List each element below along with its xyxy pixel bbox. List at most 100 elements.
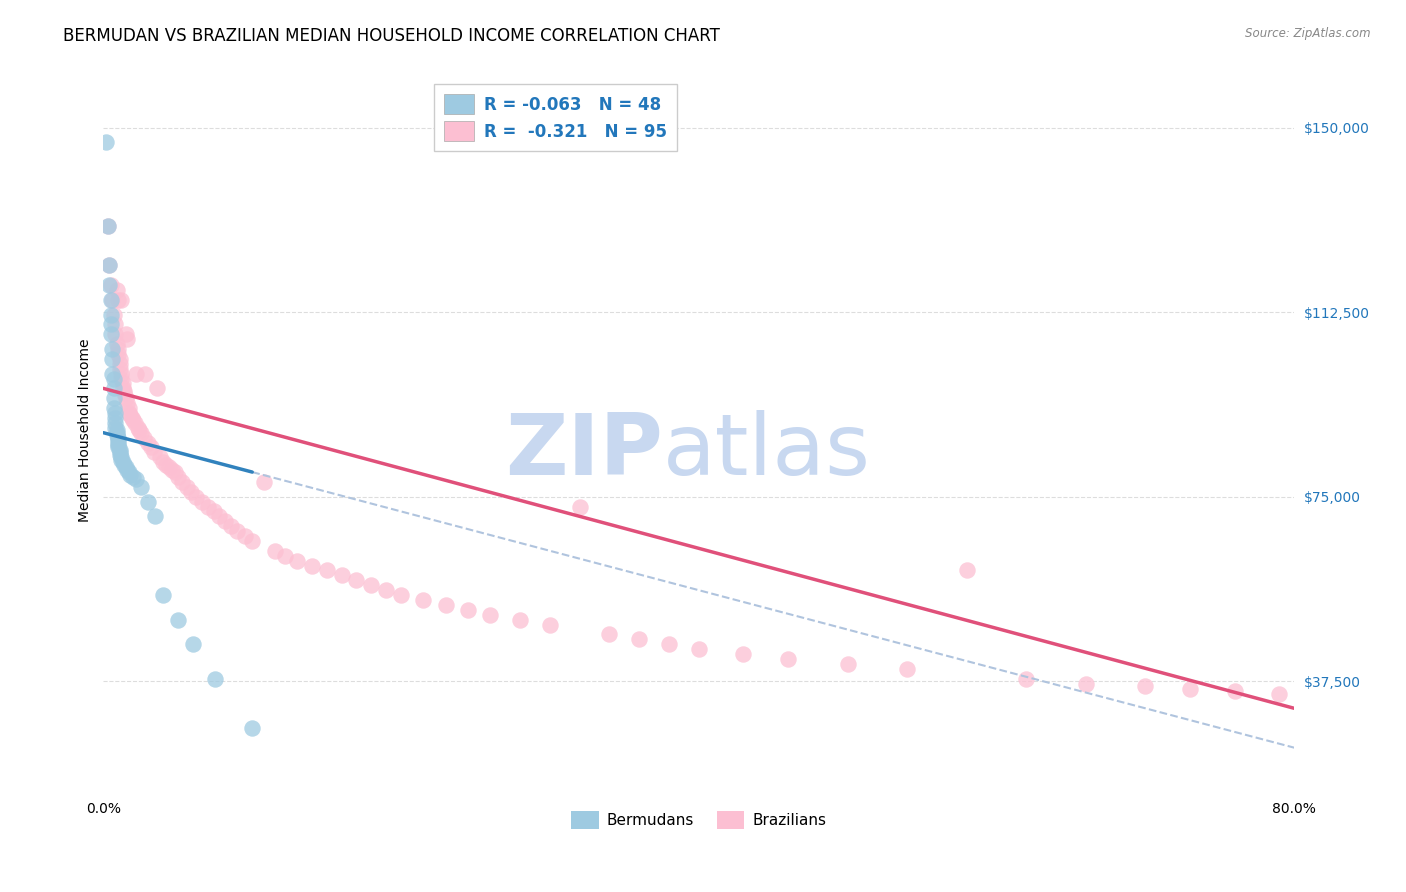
Point [97, 219, 120, 233]
Text: Source: ZipAtlas.com: Source: ZipAtlas.com [1246, 27, 1371, 40]
Point [101, 293, 124, 307]
Legend: Bermudans, Brazilians: Bermudans, Brazilians [565, 805, 832, 835]
Point [155, 458, 177, 472]
Point [101, 351, 124, 366]
Point [107, 435, 129, 450]
Point [111, 455, 134, 469]
Point [688, 642, 710, 657]
Point [389, 588, 412, 602]
Point [658, 637, 681, 651]
Point [434, 598, 457, 612]
Point [221, 519, 243, 533]
Point [110, 450, 132, 465]
Point [107, 342, 129, 356]
Point [1135, 679, 1157, 693]
Point [100, 293, 122, 307]
Point [108, 357, 131, 371]
Point [120, 467, 142, 482]
Point [152, 588, 174, 602]
Point [190, 494, 212, 508]
Point [103, 371, 125, 385]
Point [315, 564, 337, 578]
Point [104, 411, 127, 425]
Point [111, 381, 134, 395]
Point [112, 458, 135, 472]
Point [121, 411, 143, 425]
Point [100, 308, 122, 322]
Point [129, 425, 152, 440]
Point [114, 327, 136, 342]
Point [375, 583, 398, 598]
Point [110, 293, 132, 307]
Point [110, 452, 132, 467]
Point [240, 533, 263, 548]
Point [184, 490, 207, 504]
Point [105, 425, 128, 440]
Point [240, 721, 263, 735]
Point [103, 401, 125, 416]
Point [105, 423, 128, 437]
Point [146, 381, 169, 395]
Point [122, 470, 145, 484]
Point [134, 367, 156, 381]
Point [100, 278, 122, 293]
Point [118, 401, 141, 416]
Point [115, 396, 138, 410]
Text: atlas: atlas [664, 410, 872, 493]
Point [104, 421, 127, 435]
Point [180, 484, 202, 499]
Point [129, 480, 152, 494]
Point [107, 293, 129, 307]
Point [837, 657, 859, 671]
Point [509, 613, 531, 627]
Point [100, 327, 122, 342]
Point [127, 421, 149, 435]
Point [214, 514, 236, 528]
Y-axis label: Median Household Income: Median Household Income [79, 338, 93, 522]
Point [103, 308, 125, 322]
Point [114, 460, 136, 475]
Point [108, 445, 131, 459]
Point [110, 371, 132, 385]
Point [107, 431, 129, 445]
Point [108, 448, 131, 462]
Point [105, 337, 128, 351]
Point [598, 627, 620, 641]
Point [105, 283, 128, 297]
Point [101, 367, 124, 381]
Point [105, 428, 128, 442]
Point [202, 504, 225, 518]
Point [98, 259, 121, 273]
Point [152, 455, 174, 469]
Point [204, 672, 226, 686]
Point [166, 613, 188, 627]
Point [118, 465, 141, 479]
Point [628, 632, 651, 647]
Point [301, 558, 323, 573]
Point [108, 351, 131, 366]
Point [479, 607, 502, 622]
Point [778, 652, 800, 666]
Point [98, 278, 121, 293]
Point [114, 391, 136, 405]
Point [1268, 687, 1291, 701]
Point [145, 509, 167, 524]
Point [97, 219, 120, 233]
Point [108, 361, 131, 376]
Point [163, 465, 186, 479]
Point [176, 480, 198, 494]
Point [124, 416, 146, 430]
Point [103, 391, 125, 405]
Point [457, 603, 479, 617]
Point [197, 500, 219, 514]
Point [104, 327, 127, 342]
Point [139, 441, 162, 455]
Point [1178, 681, 1201, 696]
Point [107, 441, 129, 455]
Point [172, 475, 194, 489]
Point [125, 473, 148, 487]
Point [733, 647, 755, 661]
Point [568, 500, 591, 514]
Point [101, 342, 124, 356]
Point [98, 259, 121, 273]
